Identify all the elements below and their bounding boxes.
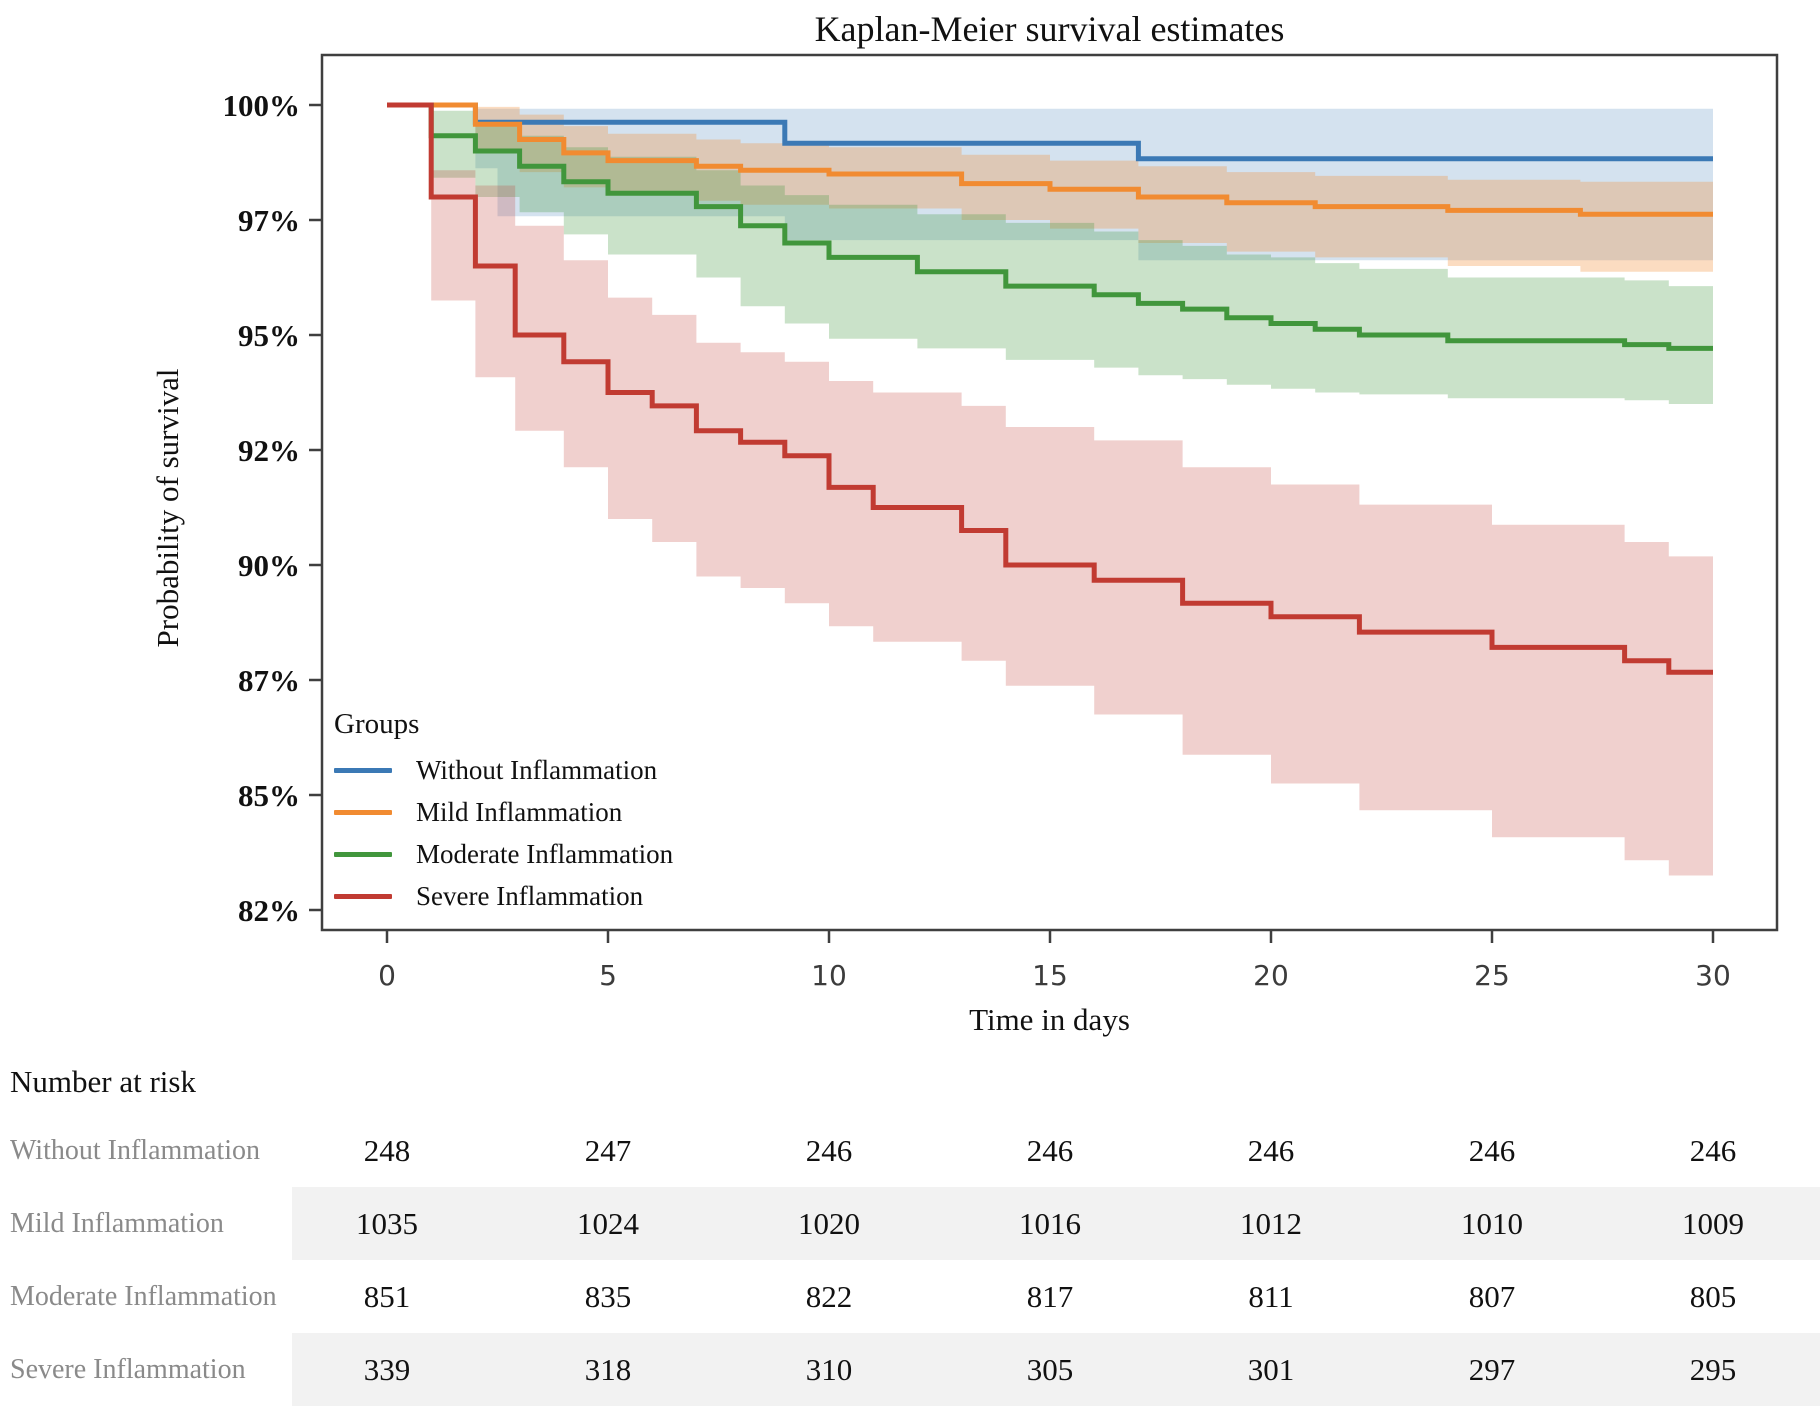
legend-item: Mild Inflammation — [334, 791, 673, 833]
risk-value: 822 — [805, 1278, 853, 1314]
legend: Groups Without Inflammation Mild Inflamma… — [334, 708, 673, 917]
risk-value: 1012 — [1240, 1205, 1302, 1241]
confidence-band-moderate-inflammation — [431, 110, 1714, 405]
y-tick-label: 90% — [238, 548, 300, 583]
legend-label: Severe Inflammation — [416, 880, 644, 911]
risk-value: 1016 — [1019, 1205, 1081, 1241]
risk-row-label: Moderate Inflammation — [10, 1280, 277, 1312]
risk-table: Number at risk Without Inflammation 248 24… — [0, 1064, 1820, 1406]
legend-item: Severe Inflammation — [334, 875, 673, 917]
risk-row: Moderate Inflammation 851 835 822 817 811 807 8… — [0, 1260, 1820, 1333]
x-tick-label: 25 — [1474, 959, 1510, 992]
risk-value: 805 — [1689, 1278, 1737, 1314]
risk-row: Without Inflammation 248 247 246 246 246 246 24… — [0, 1114, 1820, 1187]
x-tick-label: 20 — [1253, 959, 1289, 992]
risk-value: 247 — [584, 1132, 632, 1168]
legend-label: Moderate Inflammation — [416, 838, 674, 869]
legend-label: Mild Inflammation — [416, 796, 623, 827]
risk-value: 246 — [1689, 1132, 1737, 1168]
risk-row-stripe — [292, 1187, 1820, 1260]
risk-value: 807 — [1468, 1278, 1516, 1314]
legend-items: Without Inflammation Mild Inflammation Mod… — [334, 749, 673, 917]
risk-value: 318 — [584, 1351, 632, 1387]
x-tick-label: 0 — [378, 959, 396, 992]
legend-title: Groups — [334, 708, 420, 740]
risk-value: 1024 — [577, 1205, 639, 1241]
confidence-band-severe-inflammation — [431, 170, 1714, 876]
risk-value: 835 — [584, 1278, 632, 1314]
risk-value: 817 — [1026, 1278, 1074, 1314]
risk-value: 1035 — [356, 1205, 418, 1241]
legend-swatch — [334, 767, 392, 773]
confidence-band-without-inflammation — [475, 108, 1713, 261]
risk-value: 1010 — [1461, 1205, 1523, 1241]
legend-swatch — [334, 893, 392, 899]
risk-value: 1020 — [798, 1205, 860, 1241]
y-tick-label: 92% — [238, 433, 300, 468]
y-tick-label: 95% — [238, 318, 300, 353]
risk-row: Mild Inflammation 1035 1024 1020 1016 1012 101… — [0, 1187, 1820, 1260]
chart-title: Kaplan-Meier survival estimates — [814, 9, 1285, 49]
risk-row-label: Mild Inflammation — [10, 1207, 224, 1239]
risk-value: 246 — [1026, 1132, 1074, 1168]
survival-curve-severe-inflammation — [387, 102, 1713, 675]
x-tick-label: 5 — [599, 959, 617, 992]
risk-value: 246 — [1247, 1132, 1295, 1168]
risk-value: 811 — [1248, 1278, 1294, 1314]
risk-value: 246 — [805, 1132, 853, 1168]
legend-item: Without Inflammation — [334, 749, 673, 791]
risk-value: 301 — [1247, 1351, 1295, 1387]
y-tick-label: 82% — [238, 893, 300, 928]
x-tick-label: 30 — [1695, 959, 1731, 992]
legend-item: Moderate Inflammation — [334, 833, 673, 875]
y-tick-label: 85% — [238, 778, 300, 813]
survival-curve-mild-inflammation — [387, 102, 1713, 217]
risk-value: 1009 — [1682, 1205, 1744, 1241]
legend-swatch — [334, 809, 392, 815]
x-axis-label: Time in days — [969, 1002, 1130, 1037]
x-tick-label: 10 — [811, 959, 847, 992]
risk-value: 305 — [1026, 1351, 1074, 1387]
risk-value: 248 — [363, 1132, 411, 1168]
risk-value: 297 — [1468, 1351, 1516, 1387]
y-tick-label: 97% — [238, 203, 300, 238]
y-tick-label: 100% — [223, 88, 301, 123]
survival-curve-moderate-inflammation — [387, 102, 1713, 351]
risk-rows: Without Inflammation 248 247 246 246 246 246 24… — [0, 1114, 1820, 1406]
km-plot-svg: 100% 97% 95% 92% 90% 87% 85% 82% 0 5 10 15 20 25 30 — [223, 53, 1779, 992]
x-tick-label: 15 — [1032, 959, 1068, 992]
km-figure: { "title": "Kaplan-Meier survival estima… — [10, 9, 1820, 1406]
risk-value: 339 — [363, 1351, 411, 1387]
risk-value: 851 — [363, 1278, 411, 1314]
risk-row: Severe Inflammation 339 318 310 305 301 297 295 — [0, 1333, 1820, 1406]
risk-value: 310 — [805, 1351, 853, 1387]
y-tick-label: 87% — [238, 663, 300, 698]
risk-value: 295 — [1689, 1351, 1737, 1387]
risk-value: 246 — [1468, 1132, 1516, 1168]
risk-row-label: Severe Inflammation — [10, 1353, 246, 1385]
risk-row-label: Without Inflammation — [10, 1134, 261, 1166]
legend-label: Without Inflammation — [416, 754, 658, 785]
legend-swatch — [334, 851, 392, 857]
risk-table-header: Number at risk — [10, 1064, 196, 1099]
